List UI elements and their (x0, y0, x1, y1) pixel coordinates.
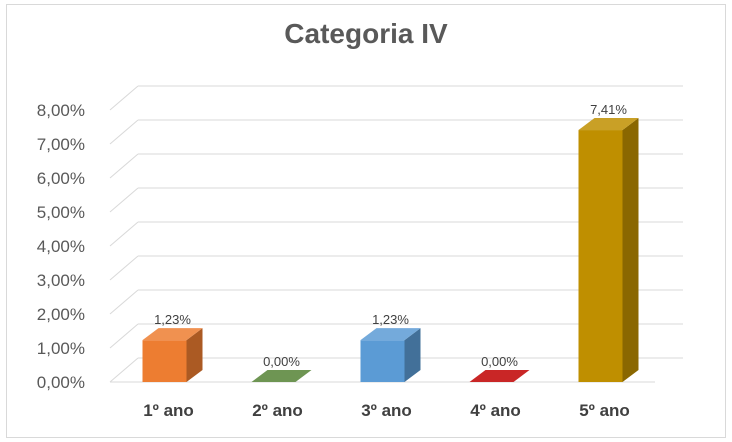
x-category-label: 3º ano (361, 401, 412, 420)
gridline-side (109, 323, 139, 349)
bar (578, 130, 623, 382)
y-tick-label: 1,00% (37, 339, 85, 358)
bar (360, 340, 405, 382)
data-label: 0,00% (263, 354, 300, 369)
gridline-side (109, 85, 139, 111)
data-label: 7,41% (590, 102, 627, 117)
y-tick-label: 3,00% (37, 271, 85, 290)
gridline-side (109, 289, 139, 315)
bar-side (186, 328, 203, 382)
chart-title: Categoria IV (284, 18, 448, 49)
data-label: 0,00% (481, 354, 518, 369)
bar-side (622, 118, 639, 382)
y-tick-label: 0,00% (37, 373, 85, 392)
y-tick-label: 7,00% (37, 135, 85, 154)
bar-side (404, 328, 421, 382)
y-tick-label: 4,00% (37, 237, 85, 256)
bar-top (142, 328, 203, 341)
gridline-side (109, 187, 139, 213)
data-label: 1,23% (154, 312, 191, 327)
bar-top (360, 328, 421, 341)
gridline-side (109, 119, 139, 145)
gridline-side (109, 255, 139, 281)
y-tick-label: 6,00% (37, 169, 85, 188)
x-category-label: 4º ano (470, 401, 521, 420)
gridline-side (109, 221, 139, 247)
x-category-label: 2º ano (252, 401, 303, 420)
bar (142, 340, 187, 382)
y-tick-label: 8,00% (37, 101, 85, 120)
x-category-label: 5º ano (579, 401, 630, 420)
gridline-side (109, 357, 139, 383)
bar-top (578, 118, 639, 131)
bar-top (469, 370, 530, 382)
data-label: 1,23% (372, 312, 409, 327)
bar-top (251, 370, 312, 382)
y-tick-label: 5,00% (37, 203, 85, 222)
y-tick-label: 2,00% (37, 305, 85, 324)
gridline-side (109, 153, 139, 179)
x-category-label: 1º ano (143, 401, 194, 420)
